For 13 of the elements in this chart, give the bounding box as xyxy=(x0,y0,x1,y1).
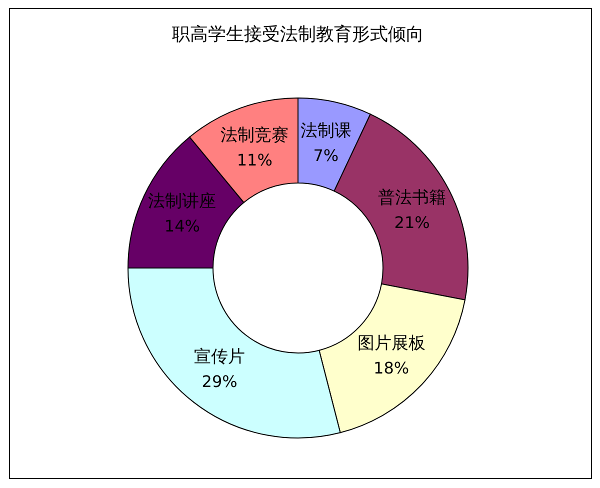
data-label: 14% xyxy=(164,216,200,236)
data-label: 29% xyxy=(202,372,238,392)
data-label: 11% xyxy=(236,150,272,170)
slice-label: 图片展板 xyxy=(357,334,426,354)
data-label: 21% xyxy=(394,212,430,232)
slice-label: 法制竞赛 xyxy=(220,126,289,146)
slice-label: 宣传片 xyxy=(194,347,246,368)
slice-label: 法制讲座 xyxy=(148,192,216,212)
slice-label: 法制课 xyxy=(300,121,352,142)
chart-title: 职高学生接受法制教育形式倾向 xyxy=(172,24,424,45)
slice-label: 普法书籍 xyxy=(378,188,446,208)
data-label: 7% xyxy=(313,146,339,166)
data-label: 18% xyxy=(374,358,410,378)
